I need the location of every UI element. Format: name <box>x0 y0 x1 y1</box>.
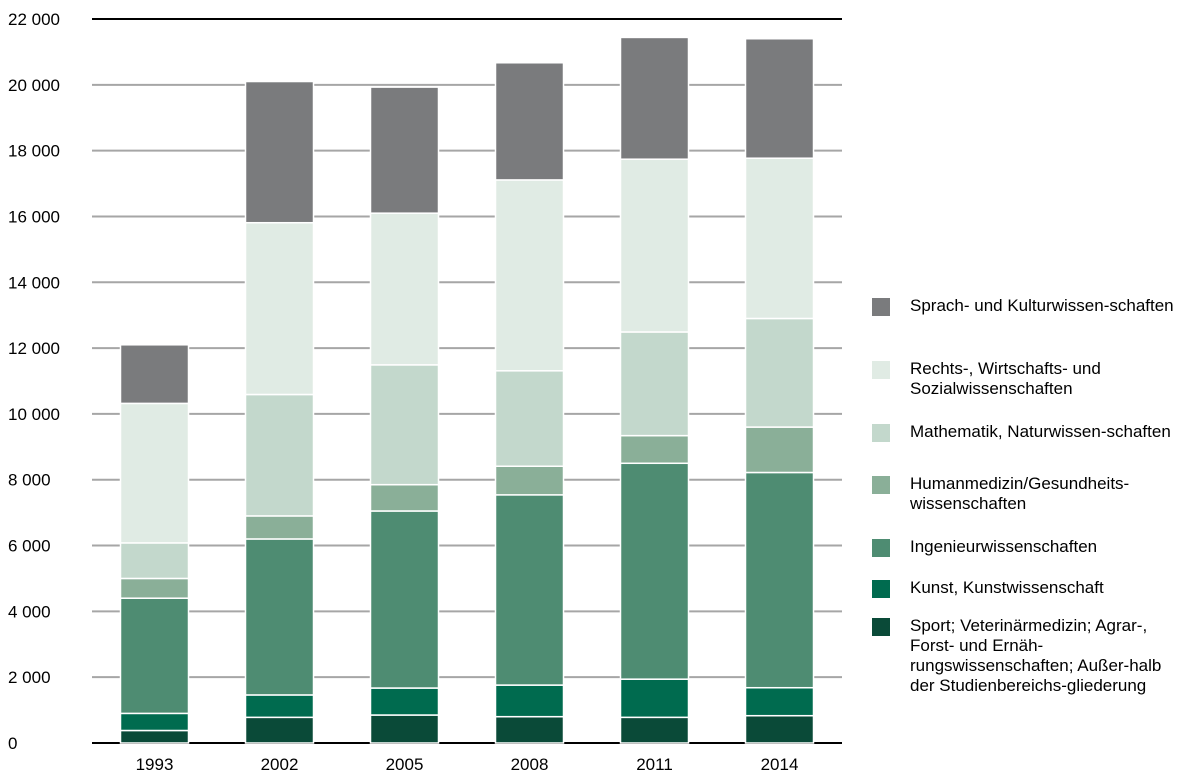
bar-segment <box>494 684 565 718</box>
bar-segment <box>744 157 815 320</box>
legend-swatch <box>872 539 890 557</box>
x-axis-labels: 1993 2002 2005 2008 2011 2014 <box>136 755 799 774</box>
bar-segment <box>119 729 190 744</box>
legend-swatch <box>872 361 890 379</box>
bar-segment <box>744 686 815 717</box>
bar-segment <box>619 158 690 333</box>
bar-segment <box>119 712 190 732</box>
bar-segment <box>244 716 315 744</box>
bar-stack-2002 <box>244 80 315 744</box>
bar-stack-1993 <box>119 344 190 744</box>
bar-segment <box>494 62 565 181</box>
legend-swatch <box>872 618 890 636</box>
legend-swatch <box>872 476 890 494</box>
bar-segment <box>744 426 815 474</box>
bar-segment <box>744 317 815 428</box>
x-tick-label: 1993 <box>136 755 174 774</box>
bar-segment <box>244 515 315 540</box>
bar-segment <box>244 393 315 517</box>
bars <box>119 36 815 744</box>
bar-segment <box>619 462 690 680</box>
bar-segment <box>619 678 690 719</box>
x-tick-label: 2005 <box>386 755 424 774</box>
y-tick-label: 0 <box>8 734 17 753</box>
legend-label: Humanmedizin/Gesundheits-wissenschaften <box>910 474 1130 513</box>
bar-segment <box>494 494 565 686</box>
bar-stack-2005 <box>369 86 440 744</box>
x-tick-label: 2011 <box>636 755 673 774</box>
bar-segment <box>119 542 190 580</box>
legend-label: Sprach- und Kulturwissen-schaften <box>910 296 1174 315</box>
bar-segment <box>119 344 190 405</box>
bar-segment <box>244 538 315 696</box>
bar-segment <box>744 714 815 744</box>
legend-swatch <box>872 580 890 598</box>
bar-segment <box>369 483 440 512</box>
bar-segment <box>369 212 440 366</box>
bar-segment <box>619 716 690 744</box>
bar-segment <box>619 434 690 465</box>
bar-stack-2011 <box>619 36 690 744</box>
legend-label: Kunst, Kunstwissenschaft <box>910 578 1104 597</box>
legend-label: Rechts-, Wirtschafts- und Sozialwissensc… <box>910 359 1101 398</box>
y-axis-labels: 0 2 000 4 000 6 000 8 000 10 000 12 000 14 000 1… <box>8 10 60 753</box>
bar-segment <box>369 364 440 486</box>
bar-segment <box>369 714 440 744</box>
gridlines <box>92 18 842 744</box>
bar-segment <box>619 36 690 160</box>
y-tick-label: 10 000 <box>8 405 60 424</box>
legend-label: Mathematik, Naturwissen-schaften <box>910 422 1171 441</box>
bar-segment <box>494 715 565 744</box>
bar-segment <box>744 37 815 159</box>
legend-swatch <box>872 424 890 442</box>
bar-segment <box>494 179 565 372</box>
bar-segment <box>119 597 190 715</box>
legend-swatch <box>872 298 890 316</box>
x-tick-label: 2014 <box>761 755 799 774</box>
y-tick-label: 20 000 <box>8 76 60 95</box>
legend-label: Sport; Veterinärmedizin; Agrar-, Forst- … <box>910 616 1162 695</box>
bar-segment <box>744 471 815 689</box>
y-tick-label: 18 000 <box>8 142 60 161</box>
bar-stack-2008 <box>494 62 565 744</box>
bar-segment <box>369 510 440 689</box>
y-tick-label: 8 000 <box>8 471 51 490</box>
bar-stack-2014 <box>744 37 815 744</box>
bar-segment <box>369 687 440 716</box>
y-tick-label: 2 000 <box>8 668 51 687</box>
bar-segment <box>119 402 190 544</box>
bar-segment <box>244 221 315 396</box>
y-tick-label: 4 000 <box>8 602 51 621</box>
y-tick-label: 12 000 <box>8 339 60 358</box>
x-tick-label: 2002 <box>261 755 299 774</box>
y-tick-label: 6 000 <box>8 537 51 556</box>
bar-segment <box>494 465 565 496</box>
x-tick-label: 2008 <box>511 755 549 774</box>
bar-segment <box>494 370 565 467</box>
bar-segment <box>119 577 190 599</box>
bar-segment <box>244 80 315 224</box>
legend-label: Ingenieurwissenschaften <box>910 537 1098 556</box>
bar-segment <box>619 331 690 437</box>
y-tick-label: 16 000 <box>8 207 60 226</box>
bar-segment <box>369 86 440 214</box>
bar-segment <box>244 694 315 719</box>
y-tick-label: 14 000 <box>8 273 60 292</box>
y-tick-label: 22 000 <box>8 10 60 29</box>
